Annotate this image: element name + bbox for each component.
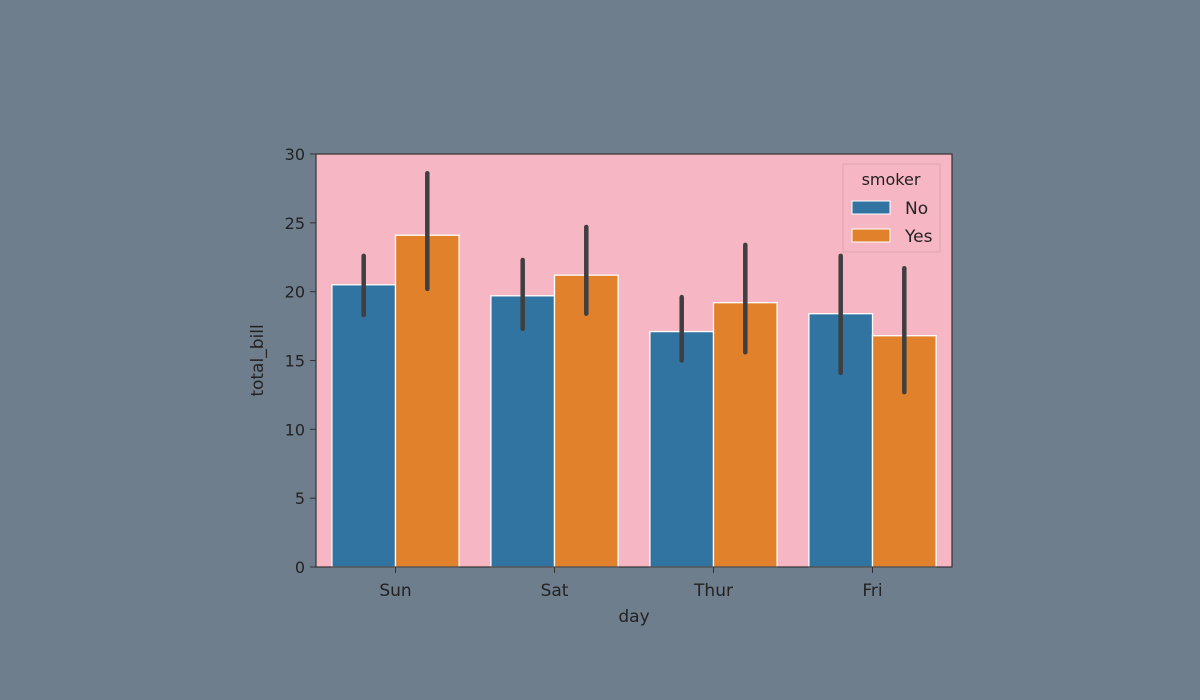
bar-sat-yes (553, 274, 619, 568)
x-tick-label: Fri (862, 581, 882, 601)
legend: smoker No Yes (842, 163, 941, 253)
y-axis-label: total_bill (248, 324, 268, 396)
x-axis-label: day (618, 607, 649, 627)
bar-sun-no (331, 284, 397, 568)
legend-label-no: No (905, 199, 928, 219)
x-tick-label: Sat (541, 581, 569, 601)
y-tick-label: 25 (285, 214, 305, 233)
bar-thur-no (649, 330, 715, 568)
y-tick-label: 5 (295, 489, 305, 508)
bars-group (331, 234, 937, 568)
x-tick-label: Thur (693, 581, 733, 601)
legend-swatch-no (851, 200, 891, 215)
legend-label-yes: Yes (904, 227, 933, 247)
x-axis: Sun Sat Thur Fri (379, 567, 883, 601)
y-tick-label: 20 (285, 283, 305, 302)
legend-title: smoker (862, 170, 921, 189)
bar-sat-no (490, 295, 556, 568)
y-tick-label: 30 (285, 145, 305, 164)
y-tick-label: 15 (285, 352, 305, 371)
x-tick-label: Sun (379, 581, 411, 601)
y-tick-label: 0 (295, 558, 305, 577)
y-tick-label: 10 (285, 420, 305, 439)
legend-swatch-yes (851, 228, 891, 243)
y-axis: 0 5 10 15 20 25 30 (285, 145, 316, 577)
error-bars-group (361, 171, 907, 395)
